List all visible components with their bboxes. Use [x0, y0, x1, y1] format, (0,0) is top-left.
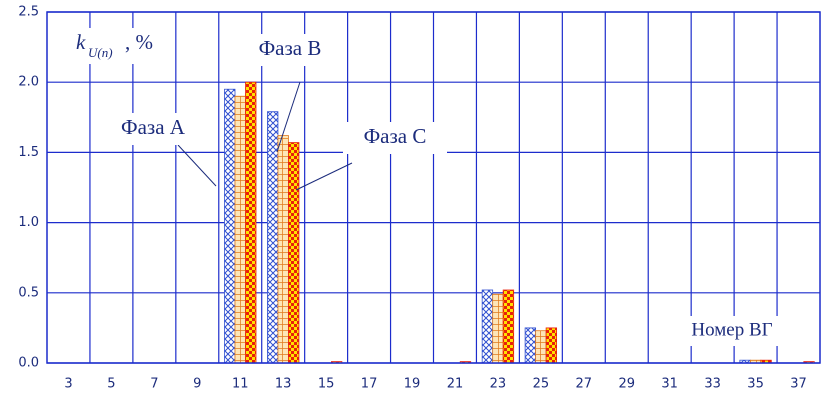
y-label-symbol: k — [76, 30, 86, 54]
x-tick-label: 25 — [533, 377, 550, 392]
bar — [481, 289, 494, 364]
plot-border — [46, 11, 821, 364]
legend-label: Фаза В — [259, 36, 322, 60]
x-tick-label: 33 — [704, 377, 721, 392]
y-tick-label: 2.0 — [18, 75, 39, 90]
x-tick-label: 23 — [490, 377, 507, 392]
x-tick-label: 11 — [232, 377, 249, 392]
x-tick-label: 31 — [661, 377, 678, 392]
bar — [492, 293, 504, 364]
x-tick-label: 7 — [150, 377, 158, 392]
x-tick-label: 13 — [275, 377, 292, 392]
legend-label: Фаза С — [364, 124, 427, 148]
leader-line — [276, 81, 301, 153]
bar — [535, 330, 547, 364]
x-tick-label: 3 — [64, 377, 72, 392]
y-tick-label: 1.0 — [18, 215, 39, 230]
bar — [545, 327, 558, 364]
x-tick-label: 17 — [361, 377, 378, 392]
leader-line — [295, 162, 353, 191]
x-tick-label: 15 — [318, 377, 335, 392]
y-tick-label: 1.5 — [18, 145, 39, 160]
x-tick-label: 19 — [404, 377, 421, 392]
bar — [288, 142, 300, 364]
bar — [245, 81, 257, 364]
bar — [224, 88, 236, 364]
legend-bg — [343, 122, 447, 154]
bar — [524, 327, 537, 364]
y-tick-label: 0.5 — [18, 285, 39, 300]
y-label: k U(n) , % — [72, 28, 162, 64]
legend-bg — [246, 34, 334, 66]
bar — [502, 289, 515, 364]
legend-bg — [103, 113, 203, 145]
y-label-subscript: U(n) — [88, 45, 113, 60]
x-tick-label: 9 — [193, 377, 201, 392]
x-tick-label: 27 — [576, 377, 593, 392]
leader-line — [177, 144, 217, 187]
legend-label: Фаза А — [121, 115, 186, 139]
x-tick-label: 37 — [790, 377, 807, 392]
y-tick-label: 2.5 — [18, 5, 39, 20]
y-label-bg — [72, 28, 162, 64]
x-tick-label: 35 — [747, 377, 764, 392]
bar — [234, 95, 246, 364]
x-label-bg — [686, 316, 778, 346]
x-label: Номер ВГ — [691, 319, 772, 340]
bar — [277, 135, 289, 364]
x-tick-label: 5 — [107, 377, 115, 392]
x-tick-label: 21 — [447, 377, 464, 392]
y-label-suffix: , % — [125, 30, 153, 54]
annotations: Фаза А Фаза В Фаза С — [103, 34, 447, 191]
y-tick-label: 0.0 — [18, 356, 39, 371]
bar — [267, 111, 279, 364]
x-tick-label: 29 — [618, 377, 635, 392]
